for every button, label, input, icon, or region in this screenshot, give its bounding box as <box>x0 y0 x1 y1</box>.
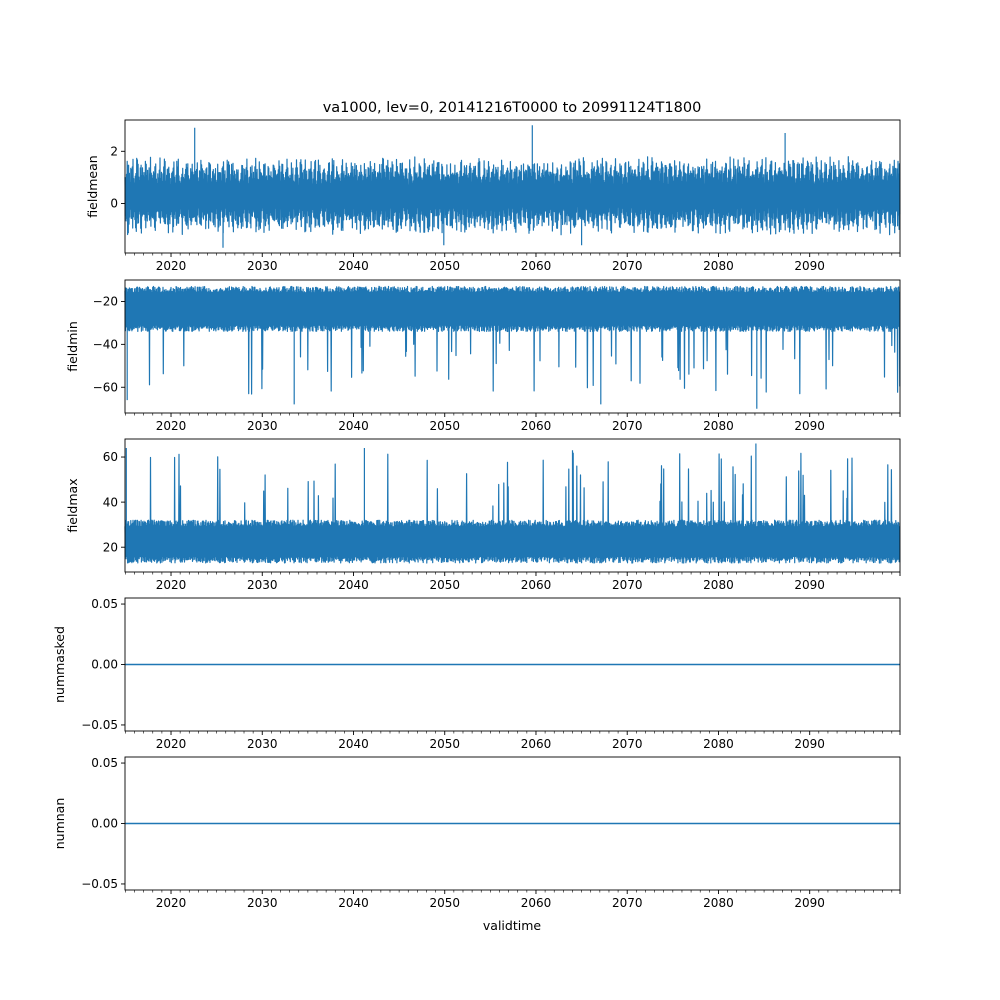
x-tick-label: 2020 <box>156 737 187 751</box>
x-tick-label: 2040 <box>338 737 369 751</box>
x-tick-label: 2060 <box>521 737 552 751</box>
y-tick-label: 2 <box>110 144 118 158</box>
x-tick-label: 2040 <box>338 259 369 273</box>
fieldmax-series-line <box>124 443 901 564</box>
y-tick-label: −0.05 <box>81 718 118 732</box>
x-tick-label: 2070 <box>612 259 643 273</box>
nummasked-y-axis-label: nummasked <box>52 626 67 703</box>
x-tick-label: 2090 <box>794 259 825 273</box>
x-tick-label: 2060 <box>521 259 552 273</box>
x-tick-label: 2090 <box>794 896 825 910</box>
x-tick-label: 2090 <box>794 419 825 433</box>
x-tick-label: 2040 <box>338 419 369 433</box>
x-tick-label: 2080 <box>703 259 734 273</box>
fieldmax-y-axis-label: fieldmax <box>65 478 80 532</box>
y-tick-label: −60 <box>93 380 118 394</box>
x-tick-label: 2020 <box>156 578 187 592</box>
y-tick-label: −40 <box>93 338 118 352</box>
panel-fieldmax: 2020 2030 2040 2050 2060 2070 2080 2090 60 40 20 fi… <box>65 438 901 592</box>
fieldmin-series-line <box>124 285 901 409</box>
fieldmean-axes-frame <box>124 119 901 254</box>
fieldmean-y-axis-label: fieldmean <box>85 155 100 217</box>
x-tick-label: 2090 <box>794 578 825 592</box>
y-tick-label: 40 <box>103 495 118 509</box>
x-tick-label: 2050 <box>429 259 460 273</box>
panel-fieldmean: 2020 2030 2040 2050 2060 2070 2080 2090 2 0 fieldm… <box>85 119 901 273</box>
fieldmin-y-axis-label: fieldmin <box>65 321 80 372</box>
x-tick-label: 2040 <box>338 578 369 592</box>
x-tick-label: 2060 <box>521 896 552 910</box>
panel-fieldmin: 2020 2030 2040 2050 2060 2070 2080 2090 −20 −40 −6… <box>65 279 901 433</box>
panel-numnan: 2020 2030 2040 2050 2060 2070 2080 2090 0.05 0.00… <box>52 756 901 910</box>
y-tick-label: 0.00 <box>91 658 118 672</box>
x-tick-label: 2050 <box>429 578 460 592</box>
y-tick-label: 0.05 <box>91 597 118 611</box>
x-tick-label: 2060 <box>521 578 552 592</box>
y-tick-label: 60 <box>103 450 118 464</box>
y-tick-label: 0 <box>110 197 118 211</box>
y-tick-label: 0.00 <box>91 817 118 831</box>
x-tick-label: 2070 <box>612 578 643 592</box>
x-tick-label: 2060 <box>521 419 552 433</box>
x-tick-label: 2080 <box>703 896 734 910</box>
x-tick-label: 2030 <box>247 578 278 592</box>
x-tick-label: 2070 <box>612 737 643 751</box>
y-tick-label: 20 <box>103 540 118 554</box>
x-tick-label: 2070 <box>612 896 643 910</box>
x-tick-label: 2030 <box>247 737 278 751</box>
fieldmax-axes-frame <box>124 438 901 573</box>
x-tick-label: 2050 <box>429 419 460 433</box>
x-tick-label: 2030 <box>247 419 278 433</box>
y-tick-label: −20 <box>93 295 118 309</box>
x-tick-label: 2040 <box>338 896 369 910</box>
y-tick-label: 0.05 <box>91 756 118 770</box>
figure-title: va1000, lev=0, 20141216T0000 to 20991124… <box>323 100 702 116</box>
x-tick-label: 2080 <box>703 578 734 592</box>
x-tick-label: 2050 <box>429 737 460 751</box>
x-tick-label: 2090 <box>794 737 825 751</box>
x-tick-label: 2020 <box>156 896 187 910</box>
fieldmean-series-line <box>124 125 901 248</box>
x-tick-label: 2020 <box>156 419 187 433</box>
panel-nummasked: 2020 2030 2040 2050 2060 2070 2080 2090 0.05 0.00… <box>52 597 901 751</box>
x-tick-label: 2080 <box>703 737 734 751</box>
x-tick-label: 2070 <box>612 419 643 433</box>
y-tick-label: −0.05 <box>81 877 118 891</box>
x-tick-label: 2030 <box>247 259 278 273</box>
fieldmin-axes-frame <box>124 279 901 414</box>
x-tick-label: 2050 <box>429 896 460 910</box>
x-tick-label: 2080 <box>703 419 734 433</box>
x-axis-label: validtime <box>483 918 541 933</box>
x-tick-label: 2030 <box>247 896 278 910</box>
x-tick-label: 2020 <box>156 259 187 273</box>
numnan-y-axis-label: numnan <box>52 798 67 850</box>
